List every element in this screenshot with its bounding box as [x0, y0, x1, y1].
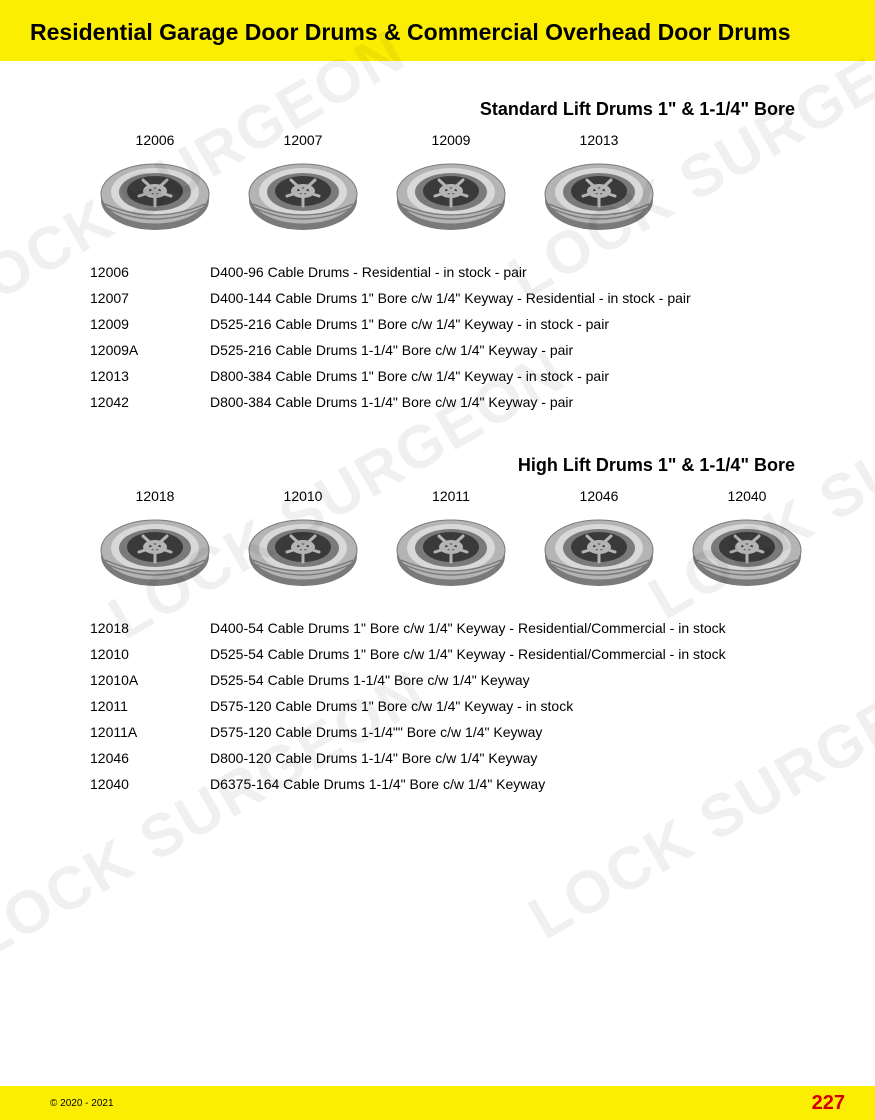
drum-icon [243, 510, 363, 595]
drum-code-label: 12040 [728, 488, 767, 504]
spec-code: 12009A [90, 342, 210, 358]
drum-code-label: 12010 [284, 488, 323, 504]
drum-icon [391, 154, 511, 239]
spec-description: D800-120 Cable Drums 1-1/4" Bore c/w 1/4… [210, 750, 815, 766]
drum-icon [687, 510, 807, 595]
spec-code: 12006 [90, 264, 210, 280]
drum-code-label: 12011 [432, 488, 470, 504]
spec-description: D800-384 Cable Drums 1-1/4" Bore c/w 1/4… [210, 394, 815, 410]
spec-code: 12018 [90, 620, 210, 636]
spec-code: 12042 [90, 394, 210, 410]
page-footer: © 2020 - 2021 227 [0, 1086, 875, 1120]
spec-row: 12046D800-120 Cable Drums 1-1/4" Bore c/… [90, 745, 815, 771]
drum-item: 12046 [534, 488, 664, 595]
spec-row: 12009AD525-216 Cable Drums 1-1/4" Bore c… [90, 337, 815, 363]
spec-description: D575-120 Cable Drums 1" Bore c/w 1/4" Ke… [210, 698, 815, 714]
spec-row: 12010D525-54 Cable Drums 1" Bore c/w 1/4… [90, 641, 815, 667]
spec-row: 12010AD525-54 Cable Drums 1-1/4" Bore c/… [90, 667, 815, 693]
spec-description: D525-54 Cable Drums 1-1/4" Bore c/w 1/4"… [210, 672, 815, 688]
spec-row: 12013D800-384 Cable Drums 1" Bore c/w 1/… [90, 363, 815, 389]
spec-row: 12009D525-216 Cable Drums 1" Bore c/w 1/… [90, 311, 815, 337]
drum-item: 12011 [386, 488, 516, 595]
spec-row: 12042D800-384 Cable Drums 1-1/4" Bore c/… [90, 389, 815, 415]
page-content: Standard Lift Drums 1" & 1-1/4" Bore 120… [0, 61, 875, 797]
copyright-text: © 2020 - 2021 [50, 1098, 114, 1109]
spec-description: D575-120 Cable Drums 1-1/4"" Bore c/w 1/… [210, 724, 815, 740]
spec-code: 12046 [90, 750, 210, 766]
spec-description: D800-384 Cable Drums 1" Bore c/w 1/4" Ke… [210, 368, 815, 384]
spec-row: 12011AD575-120 Cable Drums 1-1/4"" Bore … [90, 719, 815, 745]
spec-description: D525-216 Cable Drums 1-1/4" Bore c/w 1/4… [210, 342, 815, 358]
spec-row: 12011D575-120 Cable Drums 1" Bore c/w 1/… [90, 693, 815, 719]
drum-code-label: 12007 [284, 132, 323, 148]
drum-icon [391, 510, 511, 595]
drum-icon [243, 154, 363, 239]
page-title: Residential Garage Door Drums & Commerci… [30, 18, 845, 47]
section-high-lift: High Lift Drums 1" & 1-1/4" Bore 12018 1… [90, 455, 815, 797]
spec-description: D400-144 Cable Drums 1" Bore c/w 1/4" Ke… [210, 290, 815, 306]
spec-row: 12006D400-96 Cable Drums - Residential -… [90, 259, 815, 285]
drum-item: 12013 [534, 132, 664, 239]
drum-code-label: 12013 [580, 132, 619, 148]
spec-row: 12040D6375-164 Cable Drums 1-1/4" Bore c… [90, 771, 815, 797]
section-title: Standard Lift Drums 1" & 1-1/4" Bore [90, 99, 815, 120]
drum-item: 12007 [238, 132, 368, 239]
drum-icon [539, 154, 659, 239]
spec-code: 12010A [90, 672, 210, 688]
drum-icon [95, 154, 215, 239]
spec-description: D525-216 Cable Drums 1" Bore c/w 1/4" Ke… [210, 316, 815, 332]
spec-code: 12011 [90, 698, 210, 714]
spec-table: 12018D400-54 Cable Drums 1" Bore c/w 1/4… [90, 615, 815, 797]
drum-item: 12040 [682, 488, 812, 595]
spec-description: D525-54 Cable Drums 1" Bore c/w 1/4" Key… [210, 646, 815, 662]
drum-image-row: 12018 12010 12011 12046 [90, 488, 815, 595]
spec-row: 12007D400-144 Cable Drums 1" Bore c/w 1/… [90, 285, 815, 311]
page-header: Residential Garage Door Drums & Commerci… [0, 0, 875, 61]
drum-code-label: 12018 [136, 488, 175, 504]
page-number: 227 [812, 1092, 845, 1115]
spec-description: D400-54 Cable Drums 1" Bore c/w 1/4" Key… [210, 620, 815, 636]
drum-icon [539, 510, 659, 595]
spec-code: 12011A [90, 724, 210, 740]
drum-item: 12010 [238, 488, 368, 595]
drum-item: 12006 [90, 132, 220, 239]
spec-row: 12018D400-54 Cable Drums 1" Bore c/w 1/4… [90, 615, 815, 641]
spec-code: 12010 [90, 646, 210, 662]
drum-image-row: 12006 12007 12009 12013 [90, 132, 815, 239]
drum-code-label: 12009 [432, 132, 471, 148]
section-title: High Lift Drums 1" & 1-1/4" Bore [90, 455, 815, 476]
spec-code: 12040 [90, 776, 210, 792]
spec-description: D400-96 Cable Drums - Residential - in s… [210, 264, 815, 280]
spec-table: 12006D400-96 Cable Drums - Residential -… [90, 259, 815, 415]
drum-icon [95, 510, 215, 595]
drum-code-label: 12046 [580, 488, 619, 504]
drum-item: 12009 [386, 132, 516, 239]
spec-code: 12007 [90, 290, 210, 306]
drum-item: 12018 [90, 488, 220, 595]
spec-code: 12013 [90, 368, 210, 384]
section-standard-lift: Standard Lift Drums 1" & 1-1/4" Bore 120… [90, 99, 815, 415]
spec-code: 12009 [90, 316, 210, 332]
spec-description: D6375-164 Cable Drums 1-1/4" Bore c/w 1/… [210, 776, 815, 792]
drum-code-label: 12006 [136, 132, 175, 148]
